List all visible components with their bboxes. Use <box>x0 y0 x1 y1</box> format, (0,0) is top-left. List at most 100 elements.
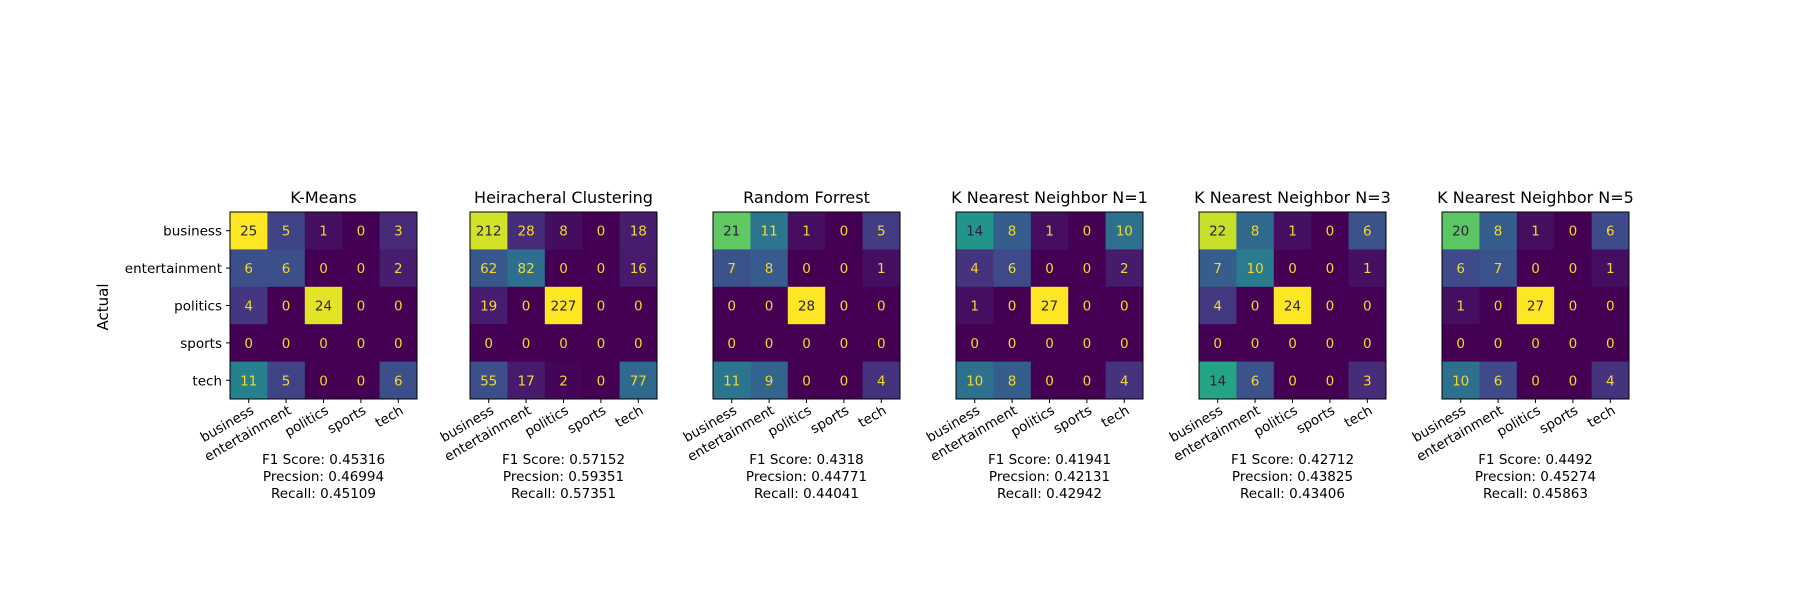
heatmap-cell <box>825 249 864 288</box>
cell-value-label: 24 <box>1284 299 1301 315</box>
cell-value-label: 82 <box>518 261 535 277</box>
heatmap-cell <box>342 249 381 288</box>
cell-value-label: 0 <box>1569 299 1578 315</box>
cell-value-label: 24 <box>315 299 332 315</box>
cell-value-label: 6 <box>1456 261 1465 277</box>
cell-value-label: 0 <box>282 336 291 352</box>
heatmap-cell <box>713 286 751 325</box>
heatmap-cell <box>1591 212 1630 250</box>
cell-value-label: 4 <box>1213 299 1222 315</box>
heatmap-cell <box>1348 286 1387 325</box>
cell-value-label: 62 <box>480 261 497 277</box>
x-tick-label: politics <box>1008 403 1057 441</box>
heatmap-cell <box>544 212 583 250</box>
cell-value-label: 0 <box>877 336 886 352</box>
heatmap-cell <box>787 361 826 400</box>
cell-value-label: 1 <box>1531 224 1540 240</box>
cell-value-label: 2 <box>559 373 568 389</box>
heatmap-cell <box>1442 286 1480 325</box>
cell-value-label: 0 <box>1083 299 1092 315</box>
cell-value-label: 55 <box>480 373 497 389</box>
cell-value-label: 3 <box>1363 373 1372 389</box>
cell-value-label: 7 <box>1494 261 1503 277</box>
cell-value-label: 0 <box>1531 373 1540 389</box>
heatmap-cell <box>230 249 268 288</box>
cell-value-label: 0 <box>1045 373 1054 389</box>
heatmap-cell <box>825 324 864 363</box>
cell-value-label: 14 <box>966 224 983 240</box>
x-tick-label: politics <box>1251 403 1300 441</box>
x-tick-label: sports <box>808 403 852 438</box>
heatmap-cell <box>582 286 621 325</box>
heatmap-cell <box>267 286 306 325</box>
heatmap-cell <box>1516 361 1555 400</box>
confusion-matrix-panel: Heiracheral Clustering 212 28 8 0 18 62 82 0 0 16 1… <box>438 188 658 502</box>
cell-value-label: 0 <box>1083 336 1092 352</box>
cell-value-label: 0 <box>1083 224 1092 240</box>
cell-value-label: 0 <box>765 299 774 315</box>
cell-value-label: 0 <box>1326 299 1335 315</box>
x-tick-label: sports <box>565 403 609 438</box>
cell-value-label: 6 <box>244 261 253 277</box>
cell-value-label: 0 <box>1326 224 1335 240</box>
cell-value-label: 5 <box>877 224 886 240</box>
heatmap-cell <box>1311 324 1350 363</box>
heatmap-cell <box>1236 249 1275 288</box>
heatmap-cell <box>379 286 418 325</box>
cell-value-label: 8 <box>1008 224 1017 240</box>
cell-value-label: 0 <box>634 299 643 315</box>
heatmap-cell <box>1105 286 1144 325</box>
heatmap-cell <box>993 361 1032 400</box>
heatmap-cell <box>507 249 546 288</box>
cell-value-label: 1 <box>802 224 811 240</box>
heatmap-cell <box>956 249 994 288</box>
x-tick-label: tech <box>613 403 647 432</box>
cell-value-label: 8 <box>765 261 774 277</box>
heatmap-cell <box>230 212 268 250</box>
cell-value-label: 0 <box>319 373 328 389</box>
heatmap-cell <box>1479 249 1518 288</box>
cell-value-label: 6 <box>1363 224 1372 240</box>
heatmap-cell <box>1348 249 1387 288</box>
cell-value-label: 1 <box>1606 261 1615 277</box>
heatmap-cell <box>379 361 418 400</box>
cell-value-label: 18 <box>630 224 647 240</box>
cell-value-label: 9 <box>765 373 774 389</box>
x-tick-label: politics <box>765 403 814 441</box>
cell-value-label: 0 <box>1045 261 1054 277</box>
heatmap-cell <box>750 324 789 363</box>
heatmap-cell <box>1030 361 1069 400</box>
metric-label: Recall: 0.57351 <box>511 486 616 502</box>
heatmap-cell <box>993 286 1032 325</box>
cell-value-label: 10 <box>966 373 983 389</box>
heatmap-cell <box>1479 212 1518 250</box>
heatmap-cell <box>267 212 306 250</box>
cell-value-label: 10 <box>1116 224 1133 240</box>
heatmap-cell <box>1068 324 1107 363</box>
cell-value-label: 6 <box>1606 224 1615 240</box>
heatmap-cell <box>1442 361 1480 400</box>
figure-y-axis-label: Actual <box>94 284 112 331</box>
cell-value-label: 0 <box>1569 224 1578 240</box>
cell-value-label: 0 <box>1569 373 1578 389</box>
heatmap-cell <box>1348 361 1387 400</box>
metric-label: F1 Score: 0.45316 <box>262 452 385 468</box>
heatmap-cell <box>862 212 901 250</box>
confusion-matrix-panel: K Nearest Neighbor N=114 8 1 0 104 6 0 0 21 0 27 0 0… <box>924 188 1148 502</box>
cell-value-label: 212 <box>476 224 502 240</box>
cell-value-label: 4 <box>970 261 979 277</box>
cell-value-label: 0 <box>1569 261 1578 277</box>
heatmap-cell <box>470 286 508 325</box>
heatmap-cell <box>619 361 658 400</box>
metric-label: F1 Score: 0.57152 <box>502 452 625 468</box>
metric-label: F1 Score: 0.41941 <box>988 452 1111 468</box>
heatmap-cell <box>1554 249 1593 288</box>
x-tick-label: sports <box>1537 403 1581 438</box>
heatmap-cell <box>1273 361 1312 400</box>
heatmap-cell <box>470 361 508 400</box>
cell-value-label: 0 <box>484 336 493 352</box>
heatmap-cell <box>1516 324 1555 363</box>
heatmap-cell <box>1311 212 1350 250</box>
cell-value-label: 0 <box>1606 299 1615 315</box>
cell-value-label: 8 <box>1251 224 1260 240</box>
